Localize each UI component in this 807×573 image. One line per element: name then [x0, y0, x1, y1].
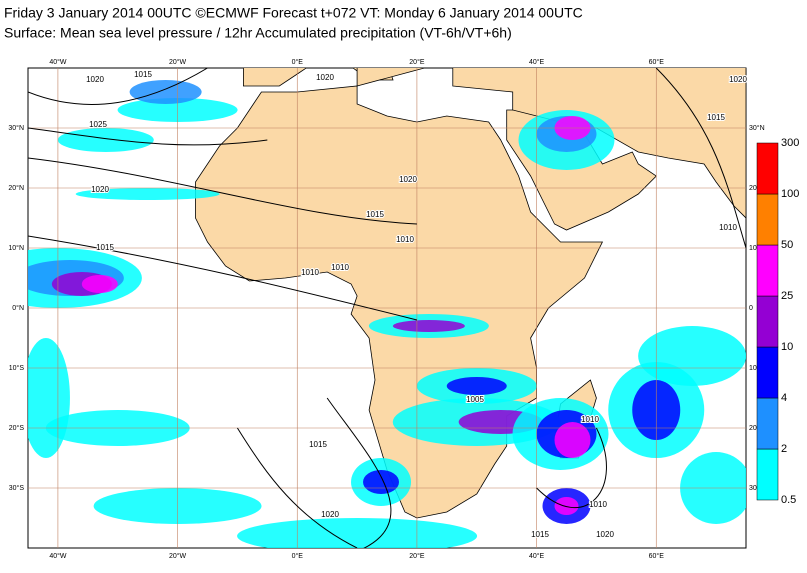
land [452, 68, 746, 219]
lat-label-left: 30°N [8, 124, 24, 132]
isobar-label: 1010 [581, 415, 599, 424]
colorbar-segment [756, 295, 779, 348]
lon-label-bottom: 20°W [169, 552, 187, 560]
isobar-label: 1020 [596, 530, 614, 539]
colorbar-label: 300 [781, 137, 799, 149]
isobar-label: 1010 [589, 500, 607, 509]
isobar-label: 1020 [399, 175, 417, 184]
lon-label-top: 40°E [529, 58, 545, 66]
precip-area [57, 128, 154, 152]
precip-area [363, 470, 400, 494]
lat-label-right: 30°N [749, 124, 765, 132]
isobar-label: 1020 [91, 185, 109, 194]
lon-label-top: 60°E [649, 58, 665, 66]
lon-label-bottom: 40°E [529, 552, 545, 560]
colorbar-label: 2 [781, 443, 787, 455]
colorbar-segment [756, 193, 779, 246]
lat-label-left: 10°S [9, 364, 25, 372]
lat-label-right: 0 [749, 305, 753, 312]
lat-label-left: 10°N [8, 244, 24, 252]
lat-label-right: 30 [749, 485, 757, 492]
isobar-label: 1005 [466, 395, 484, 404]
isobar-label: 1015 [366, 210, 384, 219]
isobar-label: 1010 [719, 223, 737, 232]
isobar [236, 427, 358, 548]
isobar-label: 1010 [331, 263, 349, 272]
colorbar-segment [756, 142, 779, 195]
lon-label-bottom: 40°W [49, 552, 67, 560]
isobar-label: 1020 [316, 73, 334, 82]
isobar [28, 127, 268, 146]
lat-label-left: 20°S [9, 424, 25, 432]
isobar-label: 1025 [89, 120, 107, 129]
lat-label-left: 0°N [12, 304, 24, 312]
isobar-label: 1020 [321, 510, 339, 519]
isobar-label: 1010 [396, 235, 414, 244]
isobar [28, 68, 208, 105]
lon-label-bottom: 60°E [649, 552, 665, 560]
precip-area [554, 497, 579, 515]
lon-label-top: 0°E [292, 58, 304, 66]
lat-label-right: 10 [749, 365, 757, 372]
precip-area [129, 80, 202, 104]
land [243, 68, 307, 87]
isobar-label: 1015 [96, 243, 114, 252]
lon-label-top: 40°W [49, 58, 67, 66]
isobar [28, 157, 417, 225]
precip-area [81, 275, 118, 293]
isobar-label: 1015 [531, 530, 549, 539]
colorbar-segment [756, 346, 779, 399]
isobar [536, 427, 607, 509]
colorbar-label: 25 [781, 290, 793, 302]
isobar-label: 1015 [707, 113, 725, 122]
land [356, 68, 426, 87]
lat-label-left: 30°S [9, 484, 25, 492]
lon-label-top: 20°E [409, 58, 425, 66]
lon-label-bottom: 0°E [292, 552, 304, 560]
precip-area [237, 518, 478, 548]
isobar-label: 1020 [86, 75, 104, 84]
precip-area [446, 377, 507, 395]
isobar [28, 235, 418, 321]
lat-label-right: 20 [749, 425, 757, 432]
colorbar-segment [756, 397, 779, 450]
isobar-label: 1010 [301, 268, 319, 277]
precip-area [28, 338, 70, 458]
colorbar-segment [756, 448, 779, 501]
lat-label-right: 10 [749, 245, 757, 252]
lat-label-right: 20 [749, 185, 757, 192]
colorbar-label: 50 [781, 239, 793, 251]
title-line2: Surface: Mean sea level pressure / 12hr … [4, 25, 512, 41]
precip-area [392, 320, 465, 332]
precip-area [638, 326, 746, 386]
isobar [655, 68, 746, 249]
colorbar-segment [756, 244, 779, 297]
lon-label-top: 20°W [169, 58, 187, 66]
lon-label-bottom: 20°E [409, 552, 425, 560]
isobar-label: 1015 [134, 70, 152, 79]
title-line1: Friday 3 January 2014 00UTC ©ECMWF Forec… [4, 5, 583, 21]
precip-area [554, 422, 591, 458]
isobar [326, 397, 392, 548]
isobar-label: 1020 [729, 75, 747, 84]
colorbar-label: 100 [781, 188, 799, 200]
precip-area [75, 188, 220, 200]
colorbar-label: 10 [781, 341, 793, 353]
colorbar-label: 0.5 [781, 494, 796, 506]
isobar-label: 1015 [309, 440, 327, 449]
lat-label-left: 20°N [8, 184, 24, 192]
colorbar-label: 4 [781, 392, 787, 404]
